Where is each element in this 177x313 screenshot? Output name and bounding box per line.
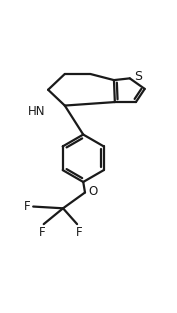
Text: F: F bbox=[39, 226, 45, 239]
Text: F: F bbox=[24, 200, 31, 213]
Text: O: O bbox=[89, 185, 98, 198]
Text: HN: HN bbox=[28, 105, 45, 118]
Text: F: F bbox=[76, 226, 82, 239]
Text: S: S bbox=[134, 70, 142, 84]
